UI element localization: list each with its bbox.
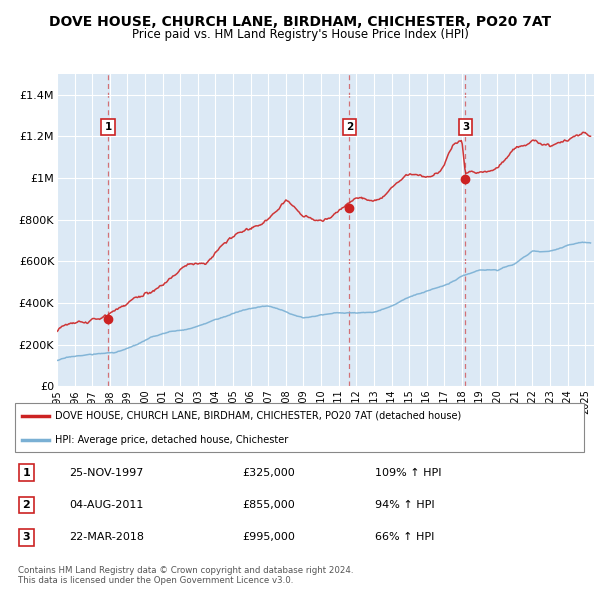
Text: 04-AUG-2011: 04-AUG-2011 [70, 500, 144, 510]
Text: 3: 3 [462, 122, 469, 132]
Text: 1: 1 [23, 468, 30, 477]
Text: 1: 1 [104, 122, 112, 132]
Text: Contains HM Land Registry data © Crown copyright and database right 2024.
This d: Contains HM Land Registry data © Crown c… [18, 566, 353, 585]
Text: HPI: Average price, detached house, Chichester: HPI: Average price, detached house, Chic… [55, 435, 289, 445]
Text: 2: 2 [23, 500, 30, 510]
Text: DOVE HOUSE, CHURCH LANE, BIRDHAM, CHICHESTER, PO20 7AT: DOVE HOUSE, CHURCH LANE, BIRDHAM, CHICHE… [49, 15, 551, 29]
Text: 94% ↑ HPI: 94% ↑ HPI [375, 500, 434, 510]
Text: £325,000: £325,000 [242, 468, 295, 477]
Text: £995,000: £995,000 [242, 533, 295, 542]
Text: DOVE HOUSE, CHURCH LANE, BIRDHAM, CHICHESTER, PO20 7AT (detached house): DOVE HOUSE, CHURCH LANE, BIRDHAM, CHICHE… [55, 411, 461, 421]
Text: 2: 2 [346, 122, 353, 132]
Text: 66% ↑ HPI: 66% ↑ HPI [375, 533, 434, 542]
Text: £855,000: £855,000 [242, 500, 295, 510]
FancyBboxPatch shape [15, 404, 584, 452]
Text: 3: 3 [23, 533, 30, 542]
Text: 109% ↑ HPI: 109% ↑ HPI [375, 468, 442, 477]
Text: Price paid vs. HM Land Registry's House Price Index (HPI): Price paid vs. HM Land Registry's House … [131, 28, 469, 41]
Text: 25-NOV-1997: 25-NOV-1997 [70, 468, 144, 477]
Text: 22-MAR-2018: 22-MAR-2018 [70, 533, 145, 542]
